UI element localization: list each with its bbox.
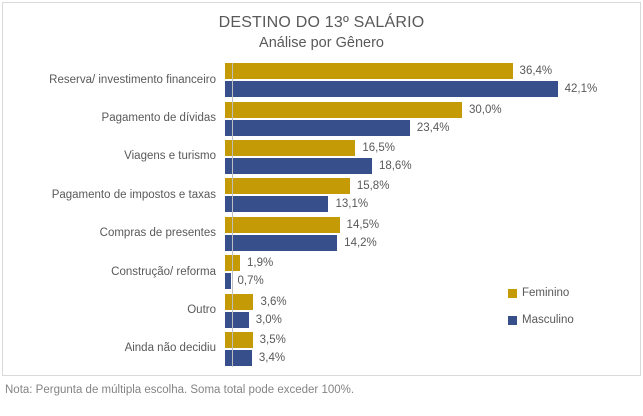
bar-feminino — [225, 139, 356, 156]
value-label-feminino: 3,5% — [259, 333, 286, 346]
category-label: Viagens e turismo — [124, 150, 216, 163]
bar-masculino — [225, 234, 338, 251]
bar-feminino — [225, 101, 462, 118]
category-label: Construção/ reforma — [111, 265, 216, 278]
category-axis-line — [232, 63, 233, 367]
bar-masculino — [225, 311, 249, 328]
category-label: Pagamento de impostos e taxas — [51, 188, 216, 201]
value-label-masculino: 42,1% — [564, 83, 598, 96]
category-label: Ainda não decidiu — [124, 342, 216, 355]
bar-row: Pagamento de dívidas 30,0% 23,4% — [3, 99, 640, 137]
category-label: Reserva/ investimento financeiro — [49, 73, 216, 86]
note-text: Nota: Pergunta de múltipla escolha. Soma… — [5, 384, 355, 396]
bar-masculino — [225, 119, 410, 136]
bar-group: 15,8% 13,1% — [225, 178, 640, 213]
bar-group: 14,5% 14,2% — [225, 216, 640, 251]
bar-masculino — [225, 196, 329, 213]
category-label: Compras de presentes — [99, 227, 216, 240]
value-label-feminino: 16,5% — [362, 141, 395, 154]
bar-masculino — [225, 81, 558, 98]
bar-row: Construção/ reforma 1,9% 0,7% — [3, 253, 640, 291]
bar-group: 30,0% 23,4% — [225, 101, 640, 136]
bar-row: Outro 3,6% 3,0% — [3, 291, 640, 329]
legend: Feminino Masculino — [508, 287, 574, 326]
value-label-feminino: 3,6% — [260, 295, 287, 308]
legend-item-masculino: Masculino — [508, 314, 574, 326]
bar-feminino — [225, 63, 513, 80]
value-label-masculino: 23,4% — [416, 121, 450, 134]
bar-row: Compras de presentes 14,5% 14,2% — [3, 215, 640, 253]
value-label-feminino: 15,8% — [356, 180, 390, 193]
bar-masculino — [225, 157, 372, 174]
bar-masculino — [225, 273, 231, 290]
category-label: Pagamento de dívidas — [101, 111, 216, 124]
value-label-feminino: 30,0% — [469, 103, 502, 116]
chart-container: DESTINO DO 13º SALÁRIO Análise por Gêner… — [2, 2, 641, 376]
legend-item-feminino: Feminino — [508, 287, 574, 299]
masculino-swatch-icon — [508, 315, 517, 325]
bar-rows: Reserva/ investimento financeiro 36,4% 4… — [3, 61, 640, 368]
value-label-masculino: 0,7% — [237, 275, 264, 288]
bar-row: Pagamento de impostos e taxas 15,8% 13,1… — [3, 176, 640, 214]
feminino-swatch-icon — [508, 288, 517, 298]
bar-feminino — [225, 178, 350, 195]
plot-area: Reserva/ investimento financeiro 36,4% 4… — [3, 61, 640, 369]
bar-masculino — [225, 349, 252, 366]
bar-row: Ainda não decidiu 3,5% 3,4% — [3, 330, 640, 368]
bar-feminino — [225, 216, 340, 233]
bar-row: Viagens e turismo 16,5% 18,6% — [3, 138, 640, 176]
bar-group: 1,9% 0,7% — [225, 255, 640, 290]
chart-title: DESTINO DO 13º SALÁRIO — [218, 14, 425, 31]
category-label: Outro — [187, 303, 216, 316]
value-label-feminino: 36,4% — [519, 65, 553, 78]
value-label-masculino: 18,6% — [378, 159, 412, 172]
value-label-masculino: 14,2% — [344, 236, 377, 249]
value-label-feminino: 14,5% — [346, 218, 380, 231]
value-label-masculino: 13,1% — [335, 198, 369, 211]
bar-group: 36,4% 42,1% — [225, 63, 640, 98]
legend-label-feminino: Feminino — [522, 287, 570, 299]
value-label-feminino: 1,9% — [247, 257, 274, 270]
value-label-masculino: 3,4% — [258, 351, 286, 364]
bar-row: Reserva/ investimento financeiro 36,4% 4… — [3, 61, 640, 99]
bar-group: 3,5% 3,4% — [225, 331, 640, 366]
bar-group: 16,5% 18,6% — [225, 139, 640, 174]
value-label-masculino: 3,0% — [255, 313, 282, 326]
legend-label-masculino: Masculino — [522, 314, 574, 326]
bar-feminino — [225, 331, 253, 348]
bar-group: 3,6% 3,0% — [225, 293, 640, 328]
chart-subtitle: Análise por Gênero — [259, 35, 384, 51]
bar-feminino — [225, 293, 254, 310]
